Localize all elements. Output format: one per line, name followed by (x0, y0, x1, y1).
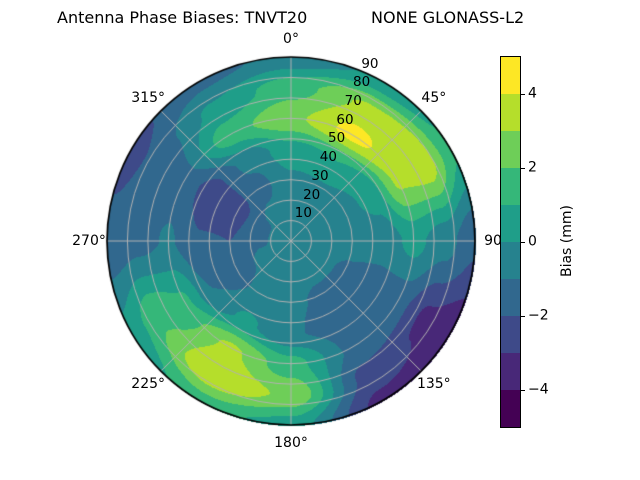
figure-title-right: NONE GLONASS-L2 (371, 8, 525, 27)
colorbar-tickmark-4 (521, 94, 525, 95)
colorbar-tickmark--4 (521, 390, 525, 391)
colorbar (500, 56, 521, 428)
colorbar-tick-label-0: 0 (528, 233, 537, 250)
colorbar-band-2 (501, 131, 520, 168)
colorbar-band-0 (501, 57, 520, 94)
colorbar-tick-label-2: 2 (528, 159, 537, 176)
colorbar-axis-label: Bias (mm) (559, 204, 575, 278)
colorbar-band-9 (501, 390, 520, 427)
colorbar-band-4 (501, 205, 520, 242)
colorbar-band-1 (501, 94, 520, 131)
colorbar-band-5 (501, 242, 520, 279)
figure-title-left: Antenna Phase Biases: TNVT20 (57, 8, 308, 27)
colorbar-band-7 (501, 316, 520, 353)
colorbar-tick-label-4: 4 (528, 85, 537, 102)
colorbar-tick-label--2: −2 (528, 307, 549, 324)
colorbar-band-3 (501, 168, 520, 205)
colorbar-tickmark-2 (521, 168, 525, 169)
colorbar-band-8 (501, 353, 520, 390)
colorbar-tickmark--2 (521, 316, 525, 317)
colorbar-tick-label--4: −4 (528, 381, 549, 398)
colorbar-band-6 (501, 279, 520, 316)
colorbar-tickmark-0 (521, 242, 525, 243)
